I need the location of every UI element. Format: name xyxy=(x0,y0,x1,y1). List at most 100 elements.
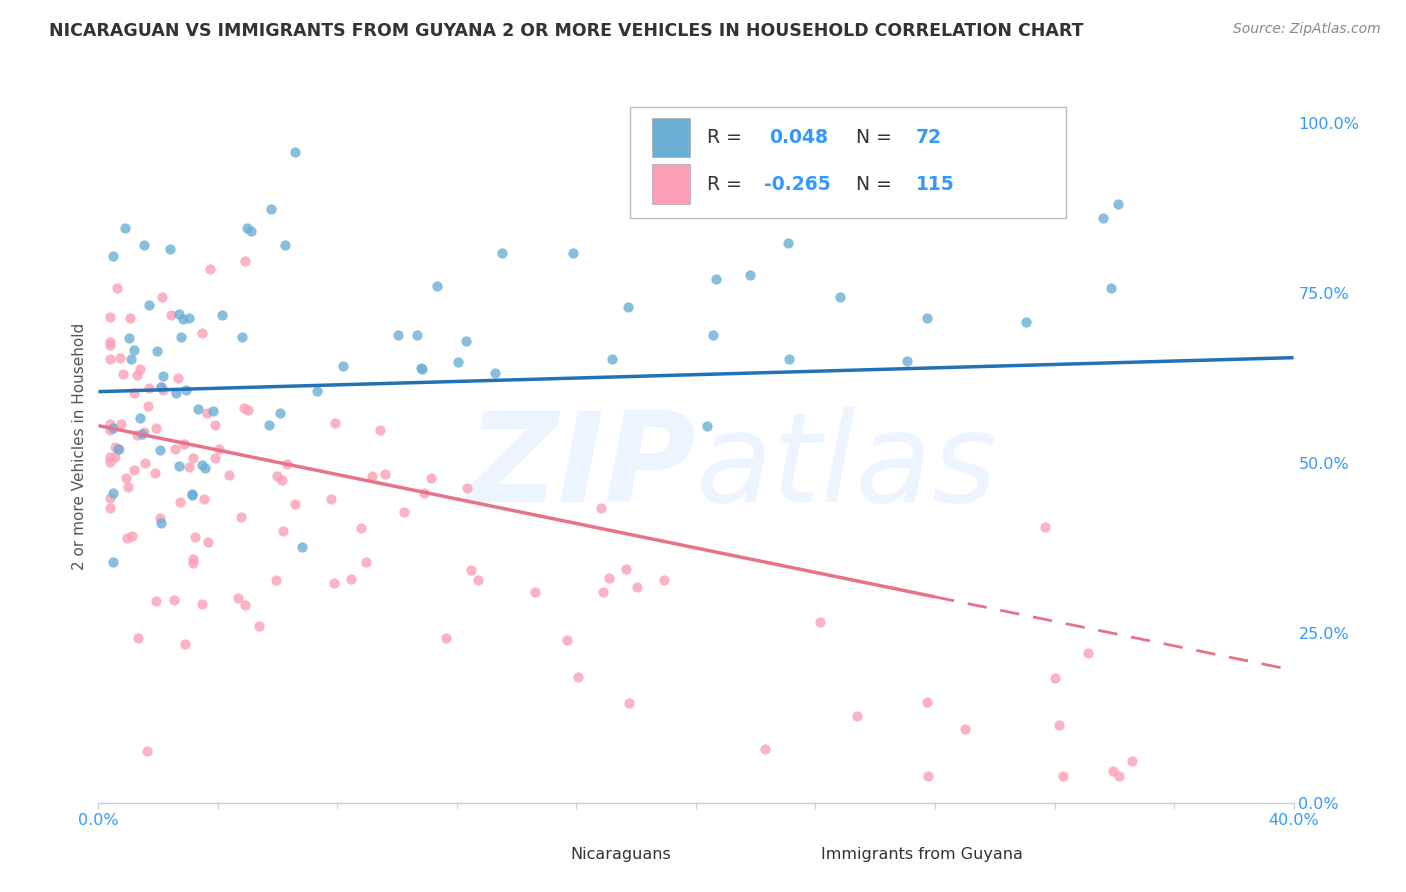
Point xyxy=(191,458,214,472)
Point xyxy=(467,574,489,588)
Point xyxy=(1033,520,1056,534)
Point xyxy=(204,450,226,465)
Point xyxy=(149,443,172,458)
Point xyxy=(616,562,638,576)
Point xyxy=(169,458,191,473)
Point xyxy=(150,380,173,394)
Point xyxy=(173,436,195,450)
Point xyxy=(776,236,799,251)
Point xyxy=(368,423,391,437)
Point xyxy=(236,221,259,235)
Point xyxy=(953,723,976,737)
Point xyxy=(233,401,256,415)
Point xyxy=(1043,671,1066,685)
Point xyxy=(134,238,156,252)
Point xyxy=(917,695,939,709)
Point xyxy=(172,312,194,326)
Point xyxy=(145,421,167,435)
Point xyxy=(808,615,831,629)
Point xyxy=(198,262,221,277)
Point xyxy=(828,290,851,304)
Point xyxy=(195,406,218,420)
Point xyxy=(257,417,280,432)
Point xyxy=(1052,769,1074,783)
Point xyxy=(103,249,125,263)
Point xyxy=(138,298,160,312)
Point xyxy=(374,467,396,481)
Point xyxy=(704,271,727,285)
Point xyxy=(561,246,583,260)
Text: NICARAGUAN VS IMMIGRANTS FROM GUYANA 2 OR MORE VEHICLES IN HOUSEHOLD CORRELATION: NICARAGUAN VS IMMIGRANTS FROM GUYANA 2 O… xyxy=(49,22,1084,40)
Point xyxy=(165,386,187,401)
Point xyxy=(121,529,143,543)
Point xyxy=(191,326,214,340)
Text: atlas: atlas xyxy=(696,407,998,528)
Point xyxy=(567,670,589,684)
Point xyxy=(118,310,141,325)
Point xyxy=(174,383,197,397)
Point xyxy=(269,406,291,420)
Point xyxy=(738,268,761,283)
Point xyxy=(626,580,648,594)
Point xyxy=(434,631,457,645)
Point xyxy=(181,451,204,466)
Point xyxy=(460,563,482,577)
Point xyxy=(181,551,204,566)
Point xyxy=(194,460,217,475)
Point xyxy=(111,367,134,381)
Point xyxy=(600,351,623,366)
Point xyxy=(98,310,122,325)
Point xyxy=(392,505,415,519)
Text: N =: N = xyxy=(856,175,898,194)
Point xyxy=(122,343,145,358)
Y-axis label: 2 or more Vehicles in Household: 2 or more Vehicles in Household xyxy=(72,322,87,570)
Point xyxy=(236,403,259,417)
Point xyxy=(208,442,231,457)
Text: R =: R = xyxy=(707,175,748,194)
Point xyxy=(1015,315,1038,329)
Point xyxy=(778,351,800,366)
FancyBboxPatch shape xyxy=(630,107,1067,218)
Point xyxy=(321,491,343,506)
Point xyxy=(456,481,478,495)
Point xyxy=(1077,646,1099,660)
Point xyxy=(114,220,136,235)
Point xyxy=(98,338,122,352)
Point xyxy=(187,402,209,417)
Point xyxy=(129,362,152,376)
Point xyxy=(98,417,122,432)
Point xyxy=(170,330,193,344)
Point xyxy=(160,308,183,322)
Point xyxy=(191,597,214,611)
Point xyxy=(105,281,128,295)
Point xyxy=(131,426,153,441)
Point xyxy=(484,366,506,380)
Point xyxy=(1047,718,1070,732)
Point xyxy=(129,410,152,425)
Point xyxy=(456,334,478,348)
Point xyxy=(264,573,287,587)
Point xyxy=(1092,211,1115,225)
Point xyxy=(146,344,169,359)
Point xyxy=(406,327,429,342)
Point xyxy=(120,351,142,366)
Point xyxy=(447,355,470,369)
Point xyxy=(247,619,270,633)
Point xyxy=(419,471,441,485)
Point xyxy=(491,245,513,260)
Point xyxy=(118,331,141,345)
Point xyxy=(271,524,294,538)
Point xyxy=(412,486,434,500)
Point xyxy=(149,511,172,525)
Point xyxy=(98,423,122,437)
Point xyxy=(233,253,256,268)
Point xyxy=(323,576,346,591)
Point xyxy=(163,592,186,607)
Text: N =: N = xyxy=(856,128,898,147)
Point xyxy=(409,360,432,375)
Point xyxy=(617,696,640,710)
Point xyxy=(197,535,219,549)
Point xyxy=(426,279,449,293)
Point xyxy=(134,425,156,439)
Text: R =: R = xyxy=(707,128,748,147)
